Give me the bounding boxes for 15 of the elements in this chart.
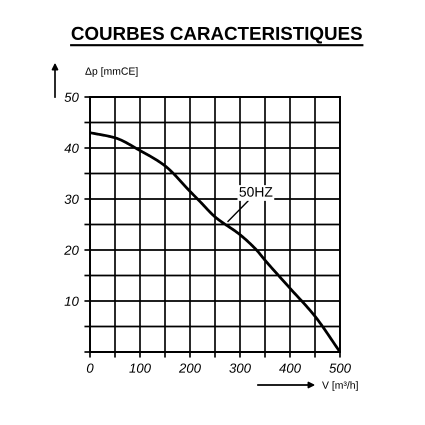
x-tick-label: 500: [329, 363, 351, 373]
y-tick-label: 10: [64, 296, 79, 306]
x-tick-label: 200: [178, 363, 201, 373]
x-tick-label: 400: [279, 363, 301, 373]
x-tick-label: 300: [229, 363, 251, 373]
y-tick-label: 20: [64, 246, 79, 255]
y-axis-title: Δp [mmCE]: [85, 67, 138, 77]
x-tick-label: 100: [129, 363, 151, 373]
x-axis-title: V [m³/h]: [322, 381, 358, 391]
chart-title: COURBES CARACTERISTIQUES: [72, 26, 362, 44]
y-tick-label: 50: [64, 92, 79, 102]
y-tick-label: 40: [64, 144, 79, 153]
y-tick-label: 30: [64, 194, 79, 204]
annotation: 50HZ: [239, 186, 272, 197]
x-tick-label: 0: [86, 363, 94, 373]
